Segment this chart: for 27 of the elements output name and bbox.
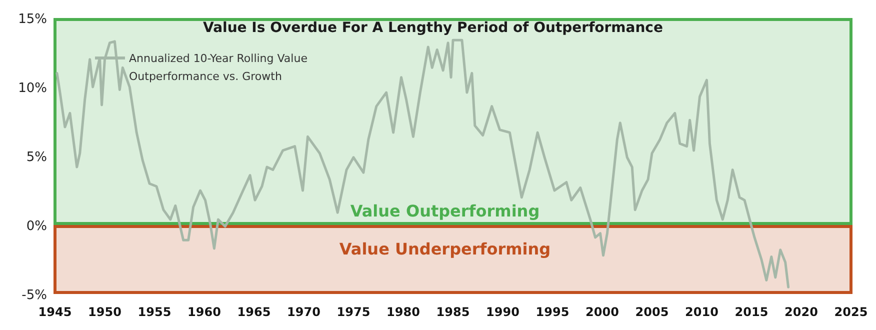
chart-title: Value Is Overdue For A Lengthy Period of Outperformance	[203, 20, 663, 36]
x-tick-label: 1985	[436, 305, 470, 319]
y-tick-label: -5%	[22, 288, 47, 303]
x-tick-label: 1990	[486, 305, 520, 319]
x-tick-label: 2005	[635, 305, 669, 319]
y-tick-label: 15%	[18, 12, 47, 27]
x-tick-label: 2015	[734, 305, 768, 319]
legend-label: Annualized 10-Year Rolling Value Outperformance vs. Growth	[129, 52, 308, 83]
x-tick-label: 1945	[38, 305, 72, 319]
x-tick-label: 1980	[386, 305, 420, 319]
y-tick-label: 10%	[18, 81, 47, 96]
x-tick-label: 2025	[834, 305, 868, 319]
x-tick-label: 1970	[287, 305, 320, 319]
x-tick-label: 1995	[536, 305, 570, 319]
x-tick-label: 1965	[237, 305, 271, 319]
y-tick-label: 5%	[26, 150, 47, 165]
x-tick-label: 1975	[336, 305, 370, 319]
y-tick-label: 0%	[26, 219, 47, 234]
x-tick-label: 1960	[188, 305, 221, 319]
band-label: Value Underperforming	[339, 240, 551, 258]
x-tick-label: 2010	[685, 305, 718, 319]
x-tick-label: 2000	[586, 305, 619, 319]
x-tick-label: 2020	[784, 305, 818, 319]
x-tick-label: 1955	[138, 305, 172, 319]
line-series	[56, 38, 790, 288]
x-tick-label: 1950	[88, 305, 122, 319]
band-label: Value Outperforming	[350, 202, 540, 220]
